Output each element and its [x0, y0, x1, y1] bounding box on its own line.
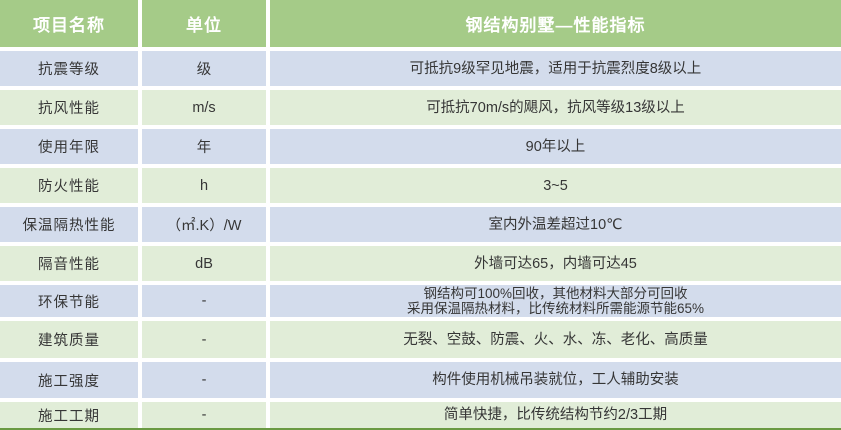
header-cell-title: 钢结构别墅—性能指标 — [270, 0, 841, 47]
row-name-cell: 抗震等级 — [0, 51, 138, 86]
row-name-cell: 施工强度 — [0, 362, 138, 398]
row-value-cell: 简单快捷，比传统结构节约2/3工期 — [270, 402, 841, 428]
row-unit-cell: h — [142, 168, 266, 203]
row-value-cell: 构件使用机械吊装就位，工人辅助安装 — [270, 362, 841, 398]
row-value-cell: 室内外温差超过10℃ — [270, 207, 841, 242]
row-unit-cell: - — [142, 402, 266, 428]
row-unit-cell: 年 — [142, 129, 266, 164]
row-name-cell: 环保节能 — [0, 285, 138, 317]
row-name-cell: 抗风性能 — [0, 90, 138, 125]
row-value-cell: 3~5 — [270, 168, 841, 203]
header-cell-project-name: 项目名称 — [0, 0, 138, 47]
row-unit-cell: - — [142, 362, 266, 398]
header-cell-unit: 单位 — [142, 0, 266, 47]
row-unit-cell: （㎡.K）/W — [142, 207, 266, 242]
row-unit-cell: dB — [142, 246, 266, 281]
row-unit-cell: m/s — [142, 90, 266, 125]
row-value-cell: 90年以上 — [270, 129, 841, 164]
row-value-cell: 外墙可达65，内墙可达45 — [270, 246, 841, 281]
row-value-cell: 钢结构可100%回收，其他材料大部分可回收 采用保温隔热材料，比传统材料所需能源… — [270, 285, 841, 317]
row-unit-cell: - — [142, 285, 266, 317]
row-name-cell: 建筑质量 — [0, 321, 138, 358]
row-value-cell: 可抵抗9级罕见地震，适用于抗震烈度8级以上 — [270, 51, 841, 86]
row-unit-cell: - — [142, 321, 266, 358]
row-name-cell: 隔音性能 — [0, 246, 138, 281]
row-name-cell: 施工工期 — [0, 402, 138, 428]
row-name-cell: 使用年限 — [0, 129, 138, 164]
row-unit-cell: 级 — [142, 51, 266, 86]
row-name-cell: 保温隔热性能 — [0, 207, 138, 242]
row-name-cell: 防火性能 — [0, 168, 138, 203]
row-value-cell: 无裂、空鼓、防震、火、水、冻、老化、高质量 — [270, 321, 841, 358]
row-value-cell: 可抵抗70m/s的飓风，抗风等级13级以上 — [270, 90, 841, 125]
